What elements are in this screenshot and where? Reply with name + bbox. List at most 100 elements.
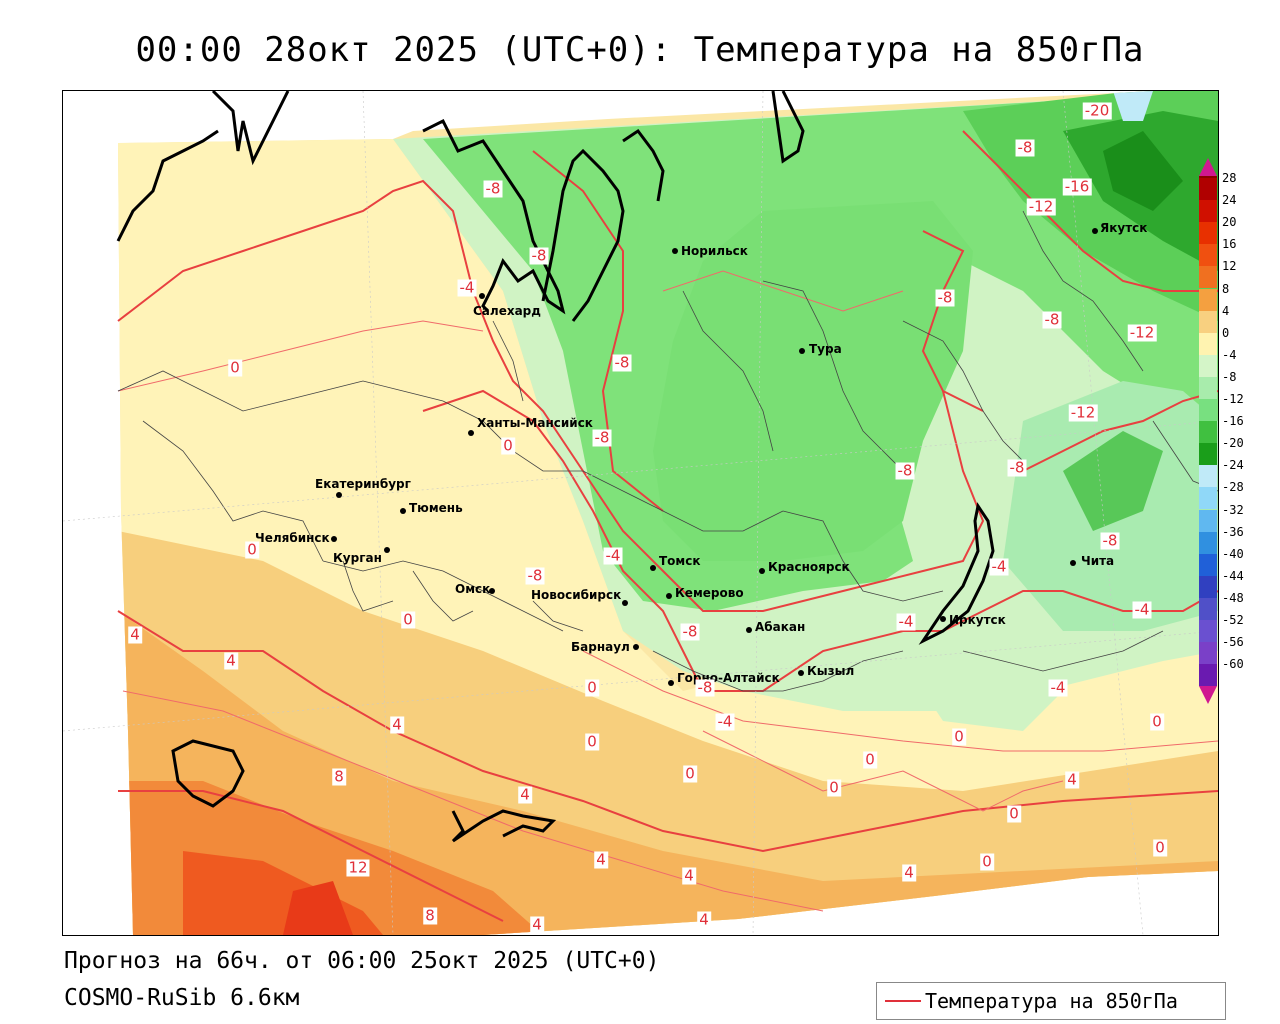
colorbar-segment bbox=[1199, 222, 1217, 245]
colorbar-segment bbox=[1199, 509, 1217, 532]
colorbar-segment bbox=[1199, 664, 1217, 687]
colorbar-tick-label: 0 bbox=[1222, 325, 1230, 340]
colorbar-tick-label: -24 bbox=[1222, 458, 1244, 473]
colorbar-tick-label: -60 bbox=[1222, 657, 1244, 672]
colorbar-tick-label: -32 bbox=[1222, 502, 1244, 517]
city-label-khanty-mansiysk: Ханты-Мансийск bbox=[477, 416, 593, 430]
colorbar-tick-label: -16 bbox=[1222, 414, 1244, 429]
contour-label: 4 bbox=[518, 785, 532, 804]
city-dot-tomsk bbox=[650, 565, 656, 571]
contour-label: 0 bbox=[952, 727, 966, 746]
contour-label: 4 bbox=[390, 715, 404, 734]
contour-label: -4 bbox=[896, 612, 916, 631]
contour-label: -8 bbox=[935, 288, 955, 307]
city-label-kemerovo: Кемерово bbox=[675, 586, 744, 600]
city-dot-salekhard bbox=[479, 293, 485, 299]
contour-label: -8 bbox=[612, 353, 632, 372]
colorbar-top-arrow bbox=[1199, 158, 1217, 176]
temperature-map bbox=[63, 91, 1218, 935]
city-label-yakutsk: Якутск bbox=[1100, 221, 1148, 235]
contour-label: 0 bbox=[1150, 712, 1164, 731]
city-dot-abakan bbox=[746, 627, 752, 633]
city-dot-kyzyl bbox=[798, 670, 804, 676]
city-dot-kemerovo bbox=[666, 593, 672, 599]
contour-label: -8 bbox=[895, 461, 915, 480]
colorbar-tick-label: -8 bbox=[1222, 369, 1237, 384]
contour-label: -8 bbox=[525, 566, 545, 585]
city-label-kyzyl: Кызыл bbox=[807, 664, 855, 678]
colorbar-tick-label: -44 bbox=[1222, 568, 1244, 583]
city-label-tura: Тура bbox=[809, 342, 842, 356]
map-title: 00:00 28окт 2025 (UTC+0): Температура на… bbox=[135, 30, 1145, 70]
map-area[interactable]: Норильск Салехард Тура Якутск Ханты-Манс… bbox=[62, 90, 1219, 936]
contour-label: -8 bbox=[695, 678, 715, 697]
forecast-info: Прогноз на 66ч. от 06:00 25окт 2025 (UTC… bbox=[64, 948, 660, 974]
city-dot-khanty-mansiysk bbox=[468, 430, 474, 436]
contour-label: 4 bbox=[594, 850, 608, 869]
colorbar-tick-label: -28 bbox=[1222, 480, 1244, 495]
colorbar-segment bbox=[1199, 575, 1217, 598]
colorbar-segment bbox=[1199, 531, 1217, 554]
city-dot-tyumen bbox=[400, 508, 406, 514]
city-dot-novosibirsk bbox=[622, 600, 628, 606]
contour-label: 4 bbox=[1065, 770, 1079, 789]
city-dot-kurgan bbox=[384, 547, 390, 553]
contour-label: -12 bbox=[1127, 323, 1157, 342]
contour-label: -20 bbox=[1082, 101, 1112, 120]
colorbar-segment bbox=[1199, 642, 1217, 665]
contour-label: 0 bbox=[683, 764, 697, 783]
city-dot-tura bbox=[799, 348, 805, 354]
colorbar-segment bbox=[1199, 620, 1217, 643]
legend-box: Температура на 850гПа bbox=[876, 982, 1226, 1020]
city-label-omsk: Омск bbox=[455, 582, 491, 596]
colorbar-tick-label: -36 bbox=[1222, 524, 1244, 539]
contour-label: 12 bbox=[346, 858, 370, 877]
legend-line-swatch bbox=[885, 1000, 921, 1002]
contour-label: -8 bbox=[680, 622, 700, 641]
contour-label: -12 bbox=[1026, 197, 1056, 216]
contour-label: -4 bbox=[603, 546, 623, 565]
contour-label: 0 bbox=[585, 678, 599, 697]
colorbar-tick-label: -56 bbox=[1222, 635, 1244, 650]
contour-label: 4 bbox=[902, 863, 916, 882]
colorbar-tick-label: 12 bbox=[1222, 259, 1237, 274]
city-dot-chita bbox=[1070, 560, 1076, 566]
contour-label: -4 bbox=[457, 278, 477, 297]
colorbar-tick-label: -40 bbox=[1222, 546, 1244, 561]
model-name: COSMO-RuSib 6.6км bbox=[64, 985, 300, 1011]
city-label-abakan: Абакан bbox=[755, 620, 806, 634]
city-label-chita: Чита bbox=[1081, 554, 1115, 568]
colorbar-tick-label: 20 bbox=[1222, 215, 1237, 230]
contour-label: 0 bbox=[1007, 804, 1021, 823]
contour-label: 0 bbox=[401, 610, 415, 629]
city-label-ekaterinburg: Екатеринбург bbox=[315, 477, 411, 491]
contour-label: -8 bbox=[1007, 458, 1027, 477]
city-dot-irkutsk bbox=[940, 616, 946, 622]
contour-label: 8 bbox=[332, 767, 346, 786]
contour-label: 0 bbox=[980, 852, 994, 871]
contour-label: 0 bbox=[863, 750, 877, 769]
city-dot-norilsk bbox=[672, 248, 678, 254]
colorbar-segment bbox=[1199, 399, 1217, 422]
contour-label: -8 bbox=[592, 428, 612, 447]
contour-label: -8 bbox=[483, 179, 503, 198]
contour-label: -8 bbox=[1100, 531, 1120, 550]
contour-label: -8 bbox=[1015, 138, 1035, 157]
contour-label: -8 bbox=[529, 246, 549, 265]
contour-label: 4 bbox=[682, 866, 696, 885]
colorbar-tick-label: 16 bbox=[1222, 237, 1237, 252]
colorbar-segment bbox=[1199, 487, 1217, 510]
contour-label: 0 bbox=[245, 540, 259, 559]
colorbar-tick-label: -12 bbox=[1222, 392, 1244, 406]
colorbar-tick-label: -48 bbox=[1222, 590, 1244, 605]
colorbar-segment bbox=[1199, 244, 1217, 267]
contour-label: 4 bbox=[128, 625, 142, 644]
city-dot-chelyabinsk bbox=[331, 536, 337, 542]
contour-label: 8 bbox=[423, 906, 437, 925]
city-label-norilsk: Норильск bbox=[681, 244, 748, 258]
city-label-novosibirsk: Новосибирск bbox=[531, 588, 622, 602]
city-dot-krasnoyarsk bbox=[759, 568, 765, 574]
city-label-salekhard: Салехард bbox=[473, 304, 541, 318]
city-label-kurgan: Курган bbox=[333, 551, 382, 565]
colorbar bbox=[1199, 158, 1217, 705]
